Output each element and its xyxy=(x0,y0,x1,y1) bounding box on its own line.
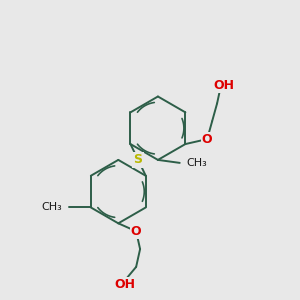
Text: OH: OH xyxy=(115,278,136,291)
Text: CH₃: CH₃ xyxy=(187,158,207,168)
Text: O: O xyxy=(131,225,141,238)
Text: S: S xyxy=(134,153,142,167)
Text: CH₃: CH₃ xyxy=(41,202,62,212)
Text: O: O xyxy=(202,133,212,146)
Text: OH: OH xyxy=(214,79,235,92)
